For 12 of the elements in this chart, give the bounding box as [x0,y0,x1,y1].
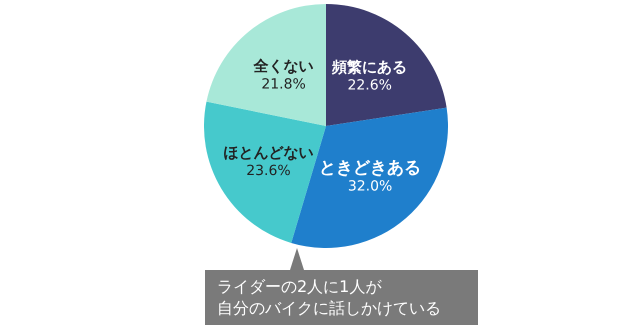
data-label: 32.0% [348,178,392,195]
slice-label: ほとんどない [223,144,314,162]
data-label: 21.8% [261,76,306,93]
slice-label: ときどきある [319,158,422,178]
slice-label: 全くない [252,57,314,76]
text: 自分のバイクに話しかけている [217,298,441,318]
text: ライダーの2人に1人が [217,277,382,296]
data-label: 23.6% [246,163,291,180]
pie-slice [326,4,447,126]
data-label: 22.6% [347,78,392,94]
pie-slice [206,4,326,126]
slice-label: 頻繁にある [331,58,408,76]
